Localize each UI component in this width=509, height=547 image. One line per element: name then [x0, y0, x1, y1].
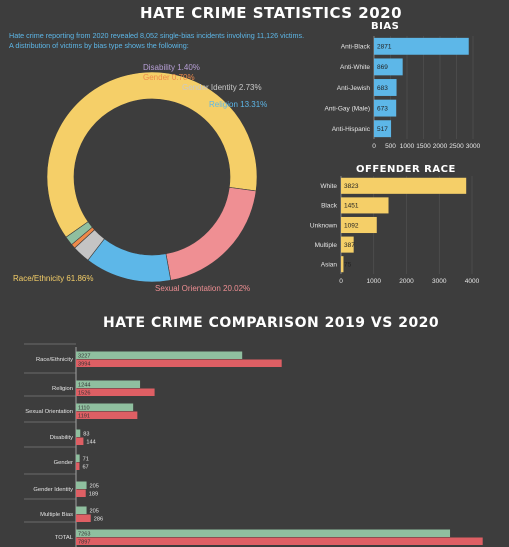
category-label: Multiple [315, 242, 338, 249]
category-label: Race/Ethnicity [36, 357, 73, 363]
tick-label: 1500 [416, 143, 431, 150]
data-label: 869 [377, 64, 388, 71]
data-label: 144 [86, 440, 95, 446]
bar-race-ethnicity-series-2 [76, 359, 282, 367]
bar-gender-series-1 [76, 454, 80, 462]
category-label: Unknown [310, 222, 337, 229]
bar-white [341, 177, 467, 194]
data-label: 3823 [344, 183, 359, 190]
tick-label: 4000 [465, 278, 480, 285]
bar-disability-series-1 [76, 429, 81, 437]
tick-label: 3000 [432, 278, 447, 285]
donut-label: Gender Identity 2.73% [182, 83, 262, 92]
data-label: 67 [82, 465, 88, 471]
bar-gender-identity-series-2 [76, 489, 86, 497]
category-label: Religion [52, 386, 73, 392]
donut-label: Religion 13.31% [209, 100, 267, 109]
donut-slice-disability [65, 221, 93, 245]
data-label: 75 [344, 262, 352, 269]
main-title: HATE CRIME STATISTICS 2020 [140, 4, 403, 22]
bar-total-series-2 [76, 537, 483, 545]
data-label: 205 [90, 484, 99, 490]
tick-label: 3000 [466, 143, 481, 150]
category-label: Gender [54, 460, 73, 466]
data-label: 1191 [78, 414, 90, 420]
tick-label: 1000 [400, 143, 415, 150]
category-label: Anti-Black [341, 44, 371, 51]
data-label: 3227 [78, 354, 90, 360]
bias-chart-title: BIAS [371, 21, 400, 32]
data-label: 71 [83, 457, 89, 463]
category-label: Sexual Orientation [25, 409, 73, 415]
bar-disability-series-2 [76, 437, 84, 445]
bar-total-series-1 [76, 529, 451, 537]
category-label: Asian [321, 262, 338, 269]
bar-black [341, 197, 389, 214]
category-label: Anti-White [340, 64, 370, 71]
bar-multiple [341, 236, 354, 253]
data-label: 1526 [78, 391, 90, 397]
category-label: Anti-Gay (Male) [324, 105, 370, 112]
offender-race-chart-title: OFFENDER RACE [356, 164, 456, 175]
data-label: 7897 [78, 540, 90, 546]
intro-text: Hate crime reporting from 2020 revealed … [9, 31, 305, 50]
donut-label: Race/Ethnicity 61.86% [13, 274, 94, 283]
tick-label: 0 [339, 278, 343, 285]
tick-label: 2000 [433, 143, 448, 150]
data-label: 673 [377, 105, 388, 112]
category-label: Anti-Hispanic [332, 126, 371, 133]
data-label: 1092 [344, 222, 359, 229]
bar-religion-series-1 [76, 380, 141, 388]
data-label: 387 [344, 242, 355, 249]
bar-anti-jewish [374, 79, 397, 96]
data-label: 286 [94, 517, 103, 523]
data-label: 2871 [377, 44, 392, 51]
category-label: White [320, 183, 337, 190]
donut-label: Disability 1.40% [143, 63, 200, 72]
bar-gender-identity-series-1 [76, 481, 87, 489]
bar-religion-series-2 [76, 388, 155, 396]
category-label: Anti-Jewish [337, 85, 371, 92]
donut-slice-race-ethnicity [46, 71, 258, 238]
bar-anti-white [374, 58, 403, 76]
tick-label: 0 [372, 143, 376, 150]
bar-sexual-orientation-series-2 [76, 411, 138, 419]
donut-label: Gender 0.70% [143, 73, 195, 82]
data-label: 1244 [78, 383, 90, 389]
category-label: TOTAL [55, 535, 74, 541]
data-label: 205 [90, 509, 99, 515]
bar-unknown [341, 216, 377, 234]
bar-gender-series-2 [76, 462, 80, 470]
bar-anti-black [374, 37, 469, 55]
bar-anti-hispanic [374, 120, 392, 138]
category-label: Black [321, 203, 338, 210]
data-label: 189 [89, 492, 98, 498]
bar-sexual-orientation-series-1 [76, 403, 134, 411]
tick-label: 1000 [367, 278, 382, 285]
data-label: 517 [377, 126, 388, 133]
bar-multiple-bias-series-1 [76, 506, 87, 514]
comparison-chart-title: HATE CRIME COMPARISON 2019 VS 2020 [103, 315, 440, 331]
donut-label: Sexual Orientation 20.02% [155, 284, 250, 293]
category-label: Disability [50, 435, 73, 441]
bar-race-ethnicity-series-1 [76, 351, 243, 359]
tick-label: 500 [385, 143, 396, 150]
category-label: Multiple Bias [40, 512, 73, 518]
data-label: 83 [83, 432, 89, 438]
bar-anti-gay-male [374, 99, 397, 117]
data-label: 3994 [78, 362, 90, 368]
tick-label: 2500 [449, 143, 464, 150]
bar-asian [341, 256, 344, 273]
data-label: 1110 [78, 406, 90, 412]
tick-label: 2000 [399, 278, 414, 285]
category-label: Gender Identity [33, 487, 73, 493]
data-label: 683 [377, 85, 388, 92]
bar-multiple-bias-series-2 [76, 514, 91, 522]
data-label: 7263 [78, 532, 90, 538]
data-label: 1451 [344, 203, 359, 210]
